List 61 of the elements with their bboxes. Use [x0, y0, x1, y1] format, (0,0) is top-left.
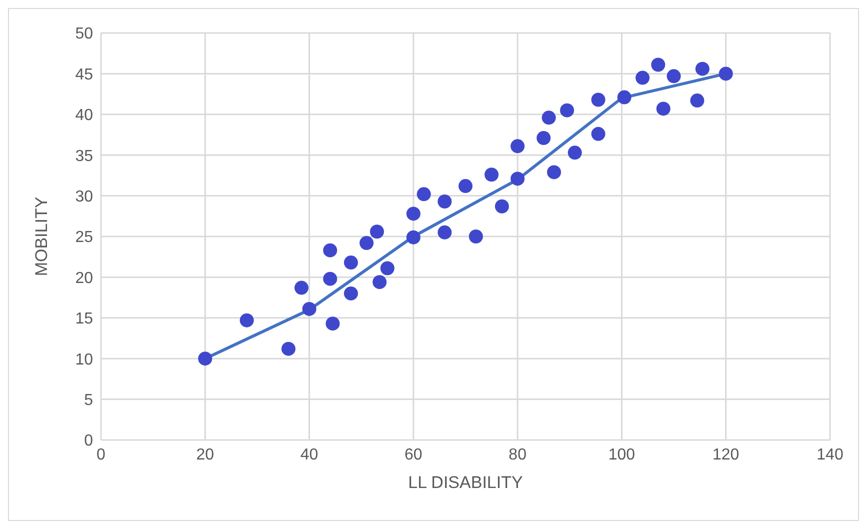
point	[690, 94, 704, 108]
point	[438, 194, 452, 208]
point	[656, 102, 670, 116]
point	[617, 90, 632, 104]
point	[636, 70, 650, 85]
point	[651, 58, 666, 72]
point	[344, 286, 358, 300]
y-tick-label: 15	[75, 310, 94, 328]
point	[294, 280, 308, 295]
y-tick-label: 10	[75, 351, 94, 368]
point	[542, 110, 556, 125]
point	[568, 146, 582, 160]
point	[198, 352, 212, 366]
point	[380, 261, 394, 276]
point	[591, 92, 606, 107]
y-tick-label: 20	[75, 270, 94, 287]
x-tick-label: 100	[608, 446, 636, 464]
x-tick-label: 40	[300, 446, 318, 464]
point	[718, 66, 733, 81]
point	[494, 199, 509, 214]
point	[560, 103, 574, 118]
point	[323, 272, 338, 286]
point	[406, 230, 420, 244]
point	[323, 243, 338, 258]
x-tick-label: 140	[816, 446, 844, 464]
point	[510, 139, 525, 154]
x-tick-label: 20	[196, 446, 214, 464]
point	[370, 224, 384, 239]
point	[326, 316, 340, 331]
y-tick-label: 50	[75, 26, 94, 43]
x-tick-label: 60	[404, 446, 422, 464]
y-axis-title: MOBILITY	[32, 196, 52, 276]
point	[344, 256, 358, 270]
point	[438, 225, 452, 240]
point	[484, 168, 499, 182]
point	[510, 172, 525, 186]
point	[302, 302, 316, 316]
y-tick-label: 30	[75, 188, 94, 206]
y-tick-label: 45	[75, 66, 94, 84]
x-tick-label: 80	[508, 446, 527, 464]
point	[591, 126, 606, 141]
point	[416, 187, 431, 202]
x-tick-label: 120	[712, 446, 740, 464]
x-tick-label: 0	[96, 446, 106, 464]
point	[695, 62, 710, 76]
point	[536, 131, 551, 146]
y-tick-label: 5	[84, 392, 94, 409]
y-tick-label: 35	[75, 148, 94, 165]
y-tick-label: 0	[84, 432, 94, 450]
point	[547, 165, 562, 180]
point	[281, 342, 296, 356]
point	[666, 69, 681, 84]
point	[406, 206, 420, 221]
y-tick-label: 40	[75, 107, 94, 124]
point	[360, 236, 374, 250]
point	[458, 179, 472, 194]
point	[372, 275, 387, 290]
y-tick-label: 25	[75, 229, 94, 246]
point	[468, 230, 483, 244]
x-axis-title: LL DISABILITY	[408, 473, 523, 492]
point	[240, 313, 254, 328]
